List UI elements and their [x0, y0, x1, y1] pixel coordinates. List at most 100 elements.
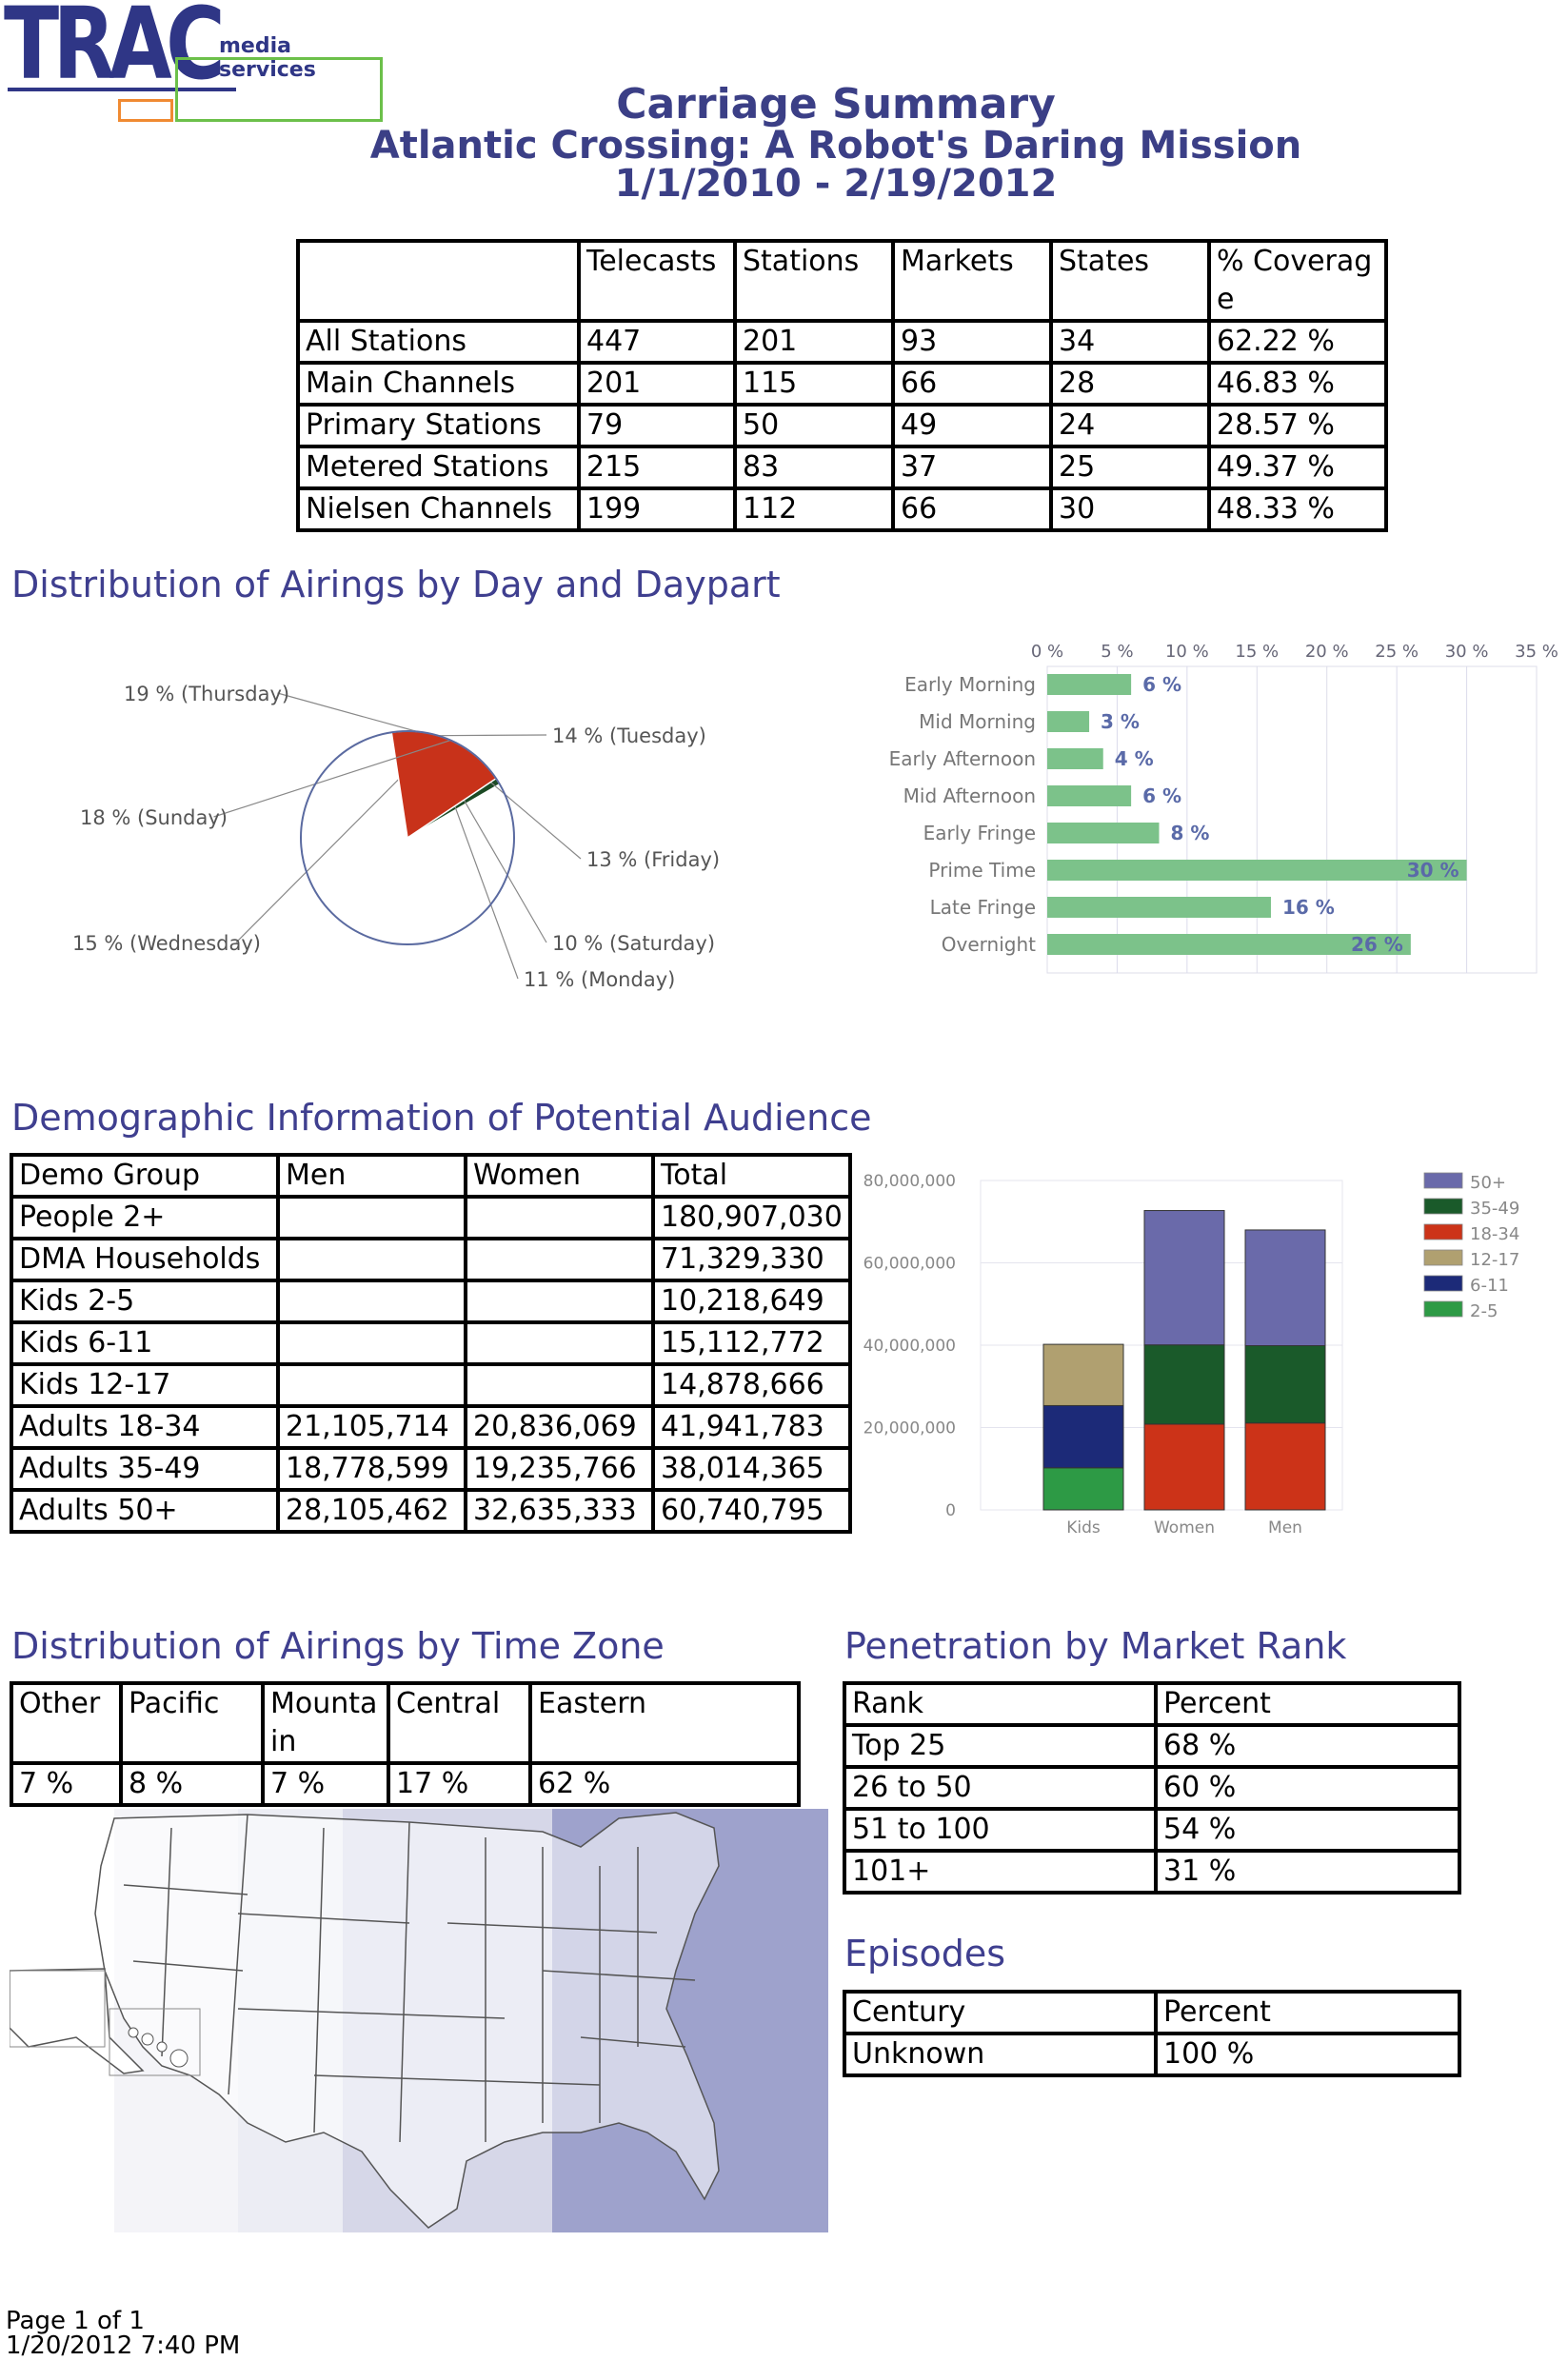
table-cell: 100 % [1154, 2032, 1461, 2077]
table-header-cell [296, 239, 581, 323]
legend-swatch [1423, 1198, 1463, 1215]
table-header-row: Demo Group Men Women Total [10, 1153, 852, 1199]
table-header-cell: Other [10, 1681, 123, 1765]
table-row: Unknown 100 % [843, 2032, 1461, 2077]
table-row: All Stations 447 201 93 34 62.22 % [296, 319, 1388, 365]
table-cell [464, 1320, 655, 1366]
demo-stacked-chart: 0 20,000,000 40,000,000 60,000,000 80,000,00… [863, 1172, 1520, 1538]
bar-value-label: 26 % [1351, 933, 1403, 956]
x-tick-label: 5 % [1101, 642, 1133, 662]
x-tick-label: 10 % [1165, 642, 1209, 662]
bar-value-label: 30 % [1407, 859, 1459, 882]
table-cell: Adults 50+ [10, 1488, 280, 1534]
legend-swatch [1423, 1172, 1463, 1189]
section-title-penetration: Penetration by Market Rank [844, 1625, 1347, 1667]
table-header-cell: Stations [733, 239, 895, 323]
x-tick-label: 20 % [1305, 642, 1349, 662]
table-cell: Metered Stations [296, 445, 581, 490]
table-header-cell: Eastern [528, 1681, 801, 1765]
table-header-cell: Central [387, 1681, 532, 1765]
pie-chart: 19 % (Thursday) 14 % (Tuesday) 13 % (Frida… [72, 683, 720, 991]
daypart-bar-chart: 0 % 5 % 10 % 15 % 20 % 25 % 30 % 35 % Early Morn… [889, 642, 1558, 974]
table-cell: 37 [891, 445, 1053, 490]
table-cell: 28.57 % [1207, 403, 1388, 448]
stacked-bar-segment [1143, 1344, 1225, 1425]
plot-area [1046, 665, 1538, 974]
logo-green-box [175, 57, 383, 122]
table-cell: 180,907,030 [651, 1195, 852, 1240]
y-category-label: Mid Morning [919, 710, 1036, 733]
legend-swatch [1423, 1223, 1463, 1240]
legend-swatch [1423, 1300, 1463, 1318]
table-cell: 46.83 % [1207, 361, 1388, 407]
table-cell: Top 25 [843, 1723, 1158, 1769]
table-cell: 60 % [1154, 1765, 1461, 1811]
table-cell: 41,941,783 [651, 1404, 852, 1450]
table-header-cell: Percent [1154, 1681, 1461, 1727]
table-cell [276, 1237, 467, 1282]
pie-label: 13 % (Friday) [586, 848, 720, 871]
table-header-cell: Total [651, 1153, 852, 1199]
table-cell: 15,112,772 [651, 1320, 852, 1366]
y-category-label: Overnight [942, 933, 1036, 956]
stacked-bar-segment [1042, 1404, 1124, 1469]
us-timezone-map [10, 1809, 828, 2232]
table-cell: 24 [1049, 403, 1211, 448]
legend-swatch [1423, 1249, 1463, 1266]
table-cell: 215 [577, 445, 737, 490]
legend-label: 35-49 [1470, 1199, 1519, 1219]
table-row: Nielsen Channels 199 112 66 30 48.33 % [296, 486, 1388, 532]
table-cell: People 2+ [10, 1195, 280, 1240]
section-title-episodes: Episodes [844, 1933, 1006, 1974]
pie-leader-line [438, 734, 547, 737]
penetration-table: Rank Percent Top 25 68 % 26 to 50 60 % 51 … [843, 1681, 1461, 1895]
logo-subtitle: media services [219, 34, 316, 82]
stacked-bar-segment [1244, 1229, 1326, 1347]
table-row: 51 to 100 54 % [843, 1807, 1461, 1853]
bar [1047, 897, 1271, 918]
table-header-cell: Mountain [261, 1681, 390, 1765]
y-category-label: Early Morning [904, 673, 1036, 696]
y-tick-label: 60,000,000 [863, 1255, 956, 1274]
carriage-table: Telecasts Stations Markets States % Cove… [296, 239, 1388, 532]
table-header-row: Century Percent [843, 1990, 1461, 2035]
table-cell: 62 % [528, 1761, 801, 1807]
stacked-bar-segment [1244, 1345, 1326, 1424]
logo-underline [8, 88, 236, 91]
table-cell: 28 [1049, 361, 1211, 407]
table-cell: 83 [733, 445, 895, 490]
pie-label: 15 % (Wednesday) [72, 932, 261, 955]
table-cell: 50 [733, 403, 895, 448]
program-title: Atlantic Crossing: A Robot's Daring Miss… [369, 124, 1302, 168]
x-tick-label: 30 % [1445, 642, 1489, 662]
table-cell: 28,105,462 [276, 1488, 467, 1534]
logo-brand: TRAC [4, 0, 226, 102]
x-tick-label: 35 % [1515, 642, 1558, 662]
stacked-bar-segment [1042, 1343, 1124, 1406]
legend-label: 6-11 [1470, 1276, 1509, 1296]
table-cell [464, 1362, 655, 1408]
stacked-bar-segment [1143, 1423, 1225, 1511]
stacked-bar-segment [1143, 1210, 1225, 1346]
table-cell: Kids 6-11 [10, 1320, 280, 1366]
table-row: Kids 6-11 15,112,772 [10, 1320, 852, 1366]
bar [1047, 748, 1103, 769]
bar-value-label: 6 % [1142, 673, 1181, 696]
table-cell: 7 % [261, 1761, 390, 1807]
x-category-label: Women [1154, 1518, 1215, 1538]
bar-value-label: 4 % [1115, 747, 1154, 770]
table-cell: 115 [733, 361, 895, 407]
table-cell: 79 [577, 403, 737, 448]
table-cell: 8 % [119, 1761, 265, 1807]
table-cell: 38,014,365 [651, 1446, 852, 1492]
x-category-label: Men [1268, 1518, 1302, 1538]
table-cell: 201 [577, 361, 737, 407]
table-header-cell: Telecasts [577, 239, 737, 323]
logo: TRAC media services [4, 0, 385, 122]
table-cell: 62.22 % [1207, 319, 1388, 365]
table-row: People 2+ 180,907,030 [10, 1195, 852, 1240]
table-cell: Kids 12-17 [10, 1362, 280, 1408]
table-row: Adults 50+ 28,105,462 32,635,333 60,740,795 [10, 1488, 852, 1534]
table-cell: Adults 35-49 [10, 1446, 280, 1492]
y-category-label: Mid Afternoon [903, 784, 1036, 807]
